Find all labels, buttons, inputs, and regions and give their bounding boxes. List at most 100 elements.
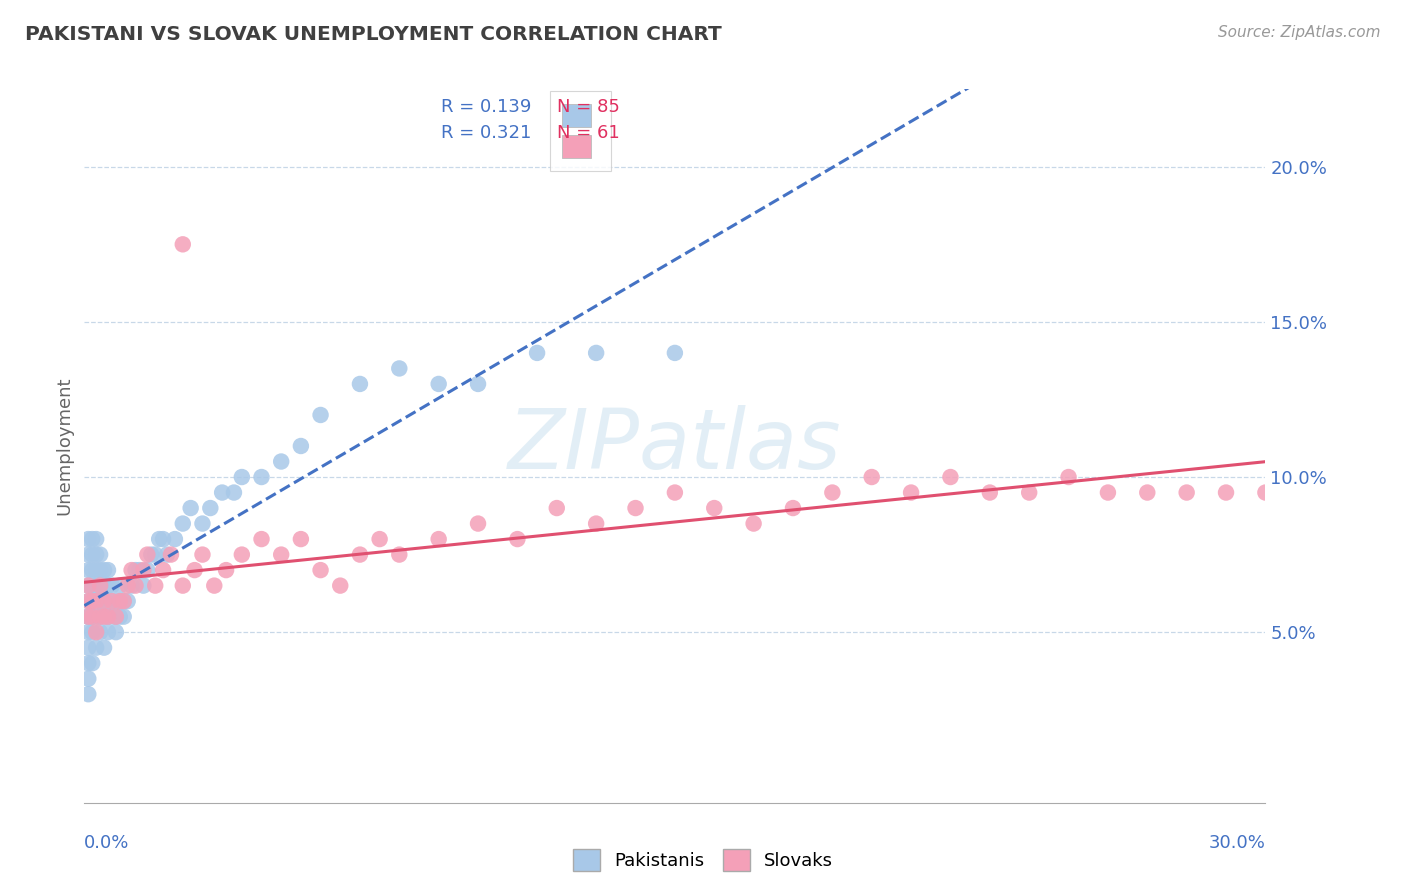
Point [143,579,166,593]
Text: Source: ZipAtlas.com: Source: ZipAtlas.com [1218,25,1381,40]
Point [270,454,292,468]
Point [108,579,131,593]
Point [82,579,104,593]
Point [1136,485,1159,500]
Point [349,548,371,562]
Point [97,563,120,577]
Point [1175,485,1198,500]
Point [132,579,155,593]
Point [89,609,111,624]
Point [101,594,124,608]
Point [104,609,127,624]
Point [77,594,100,608]
Point [388,361,411,376]
Point [546,501,568,516]
Text: N = 85: N = 85 [557,98,620,116]
Point [467,516,489,531]
Point [703,501,725,516]
Point [136,563,159,577]
Point [104,594,127,608]
Point [84,640,107,655]
Point [821,485,844,500]
Point [900,485,922,500]
Point [93,640,115,655]
Text: PAKISTANI VS SLOVAK UNEMPLOYMENT CORRELATION CHART: PAKISTANI VS SLOVAK UNEMPLOYMENT CORRELA… [25,25,723,44]
Point [77,548,100,562]
Point [77,672,100,686]
Point [506,532,529,546]
Point [89,579,111,593]
Point [77,625,100,640]
Point [82,625,104,640]
Point [200,501,222,516]
Point [101,594,124,608]
Point [664,346,686,360]
Point [112,594,135,608]
Point [329,579,352,593]
Point [108,594,131,608]
Point [156,548,179,562]
Point [211,485,233,500]
Point [101,609,124,624]
Point [89,563,111,577]
Point [215,563,238,577]
Point [84,594,107,608]
Point [117,594,139,608]
Point [77,609,100,624]
Point [388,548,411,562]
Point [89,548,111,562]
Point [1254,485,1277,500]
Point [93,594,115,608]
Point [89,579,111,593]
Point [128,563,150,577]
Point [82,594,104,608]
Text: ZIPatlas: ZIPatlas [508,406,842,486]
Text: R = 0.139: R = 0.139 [441,98,531,116]
Point [77,579,100,593]
Point [664,485,686,500]
Text: N = 61: N = 61 [557,125,620,143]
Point [77,687,100,701]
Point [172,237,194,252]
Point [93,563,115,577]
Point [152,563,174,577]
Point [1215,485,1237,500]
Point [82,594,104,608]
Point [101,579,124,593]
Point [84,563,107,577]
Point [782,501,804,516]
Point [467,376,489,391]
Point [180,501,202,516]
Point [89,594,111,608]
Point [1018,485,1040,500]
Point [93,579,115,593]
Point [82,656,104,670]
Point [121,579,143,593]
Point [89,609,111,624]
Point [160,548,183,562]
Point [585,346,607,360]
Text: R = 0.321: R = 0.321 [441,125,531,143]
Point [172,516,194,531]
Point [132,563,155,577]
Point [250,470,273,484]
Point [290,439,312,453]
Point [84,625,107,640]
Point [183,563,205,577]
Point [141,548,163,562]
Point [108,594,131,608]
Point [290,532,312,546]
Point [97,625,120,640]
Point [97,579,120,593]
Point [77,579,100,593]
Point [84,532,107,546]
Point [117,579,139,593]
Point [124,579,146,593]
Point [84,579,107,593]
Point [82,563,104,577]
Point [84,594,107,608]
Point [93,594,115,608]
Point [163,532,186,546]
Legend: , : , [550,91,612,171]
Point [136,548,159,562]
